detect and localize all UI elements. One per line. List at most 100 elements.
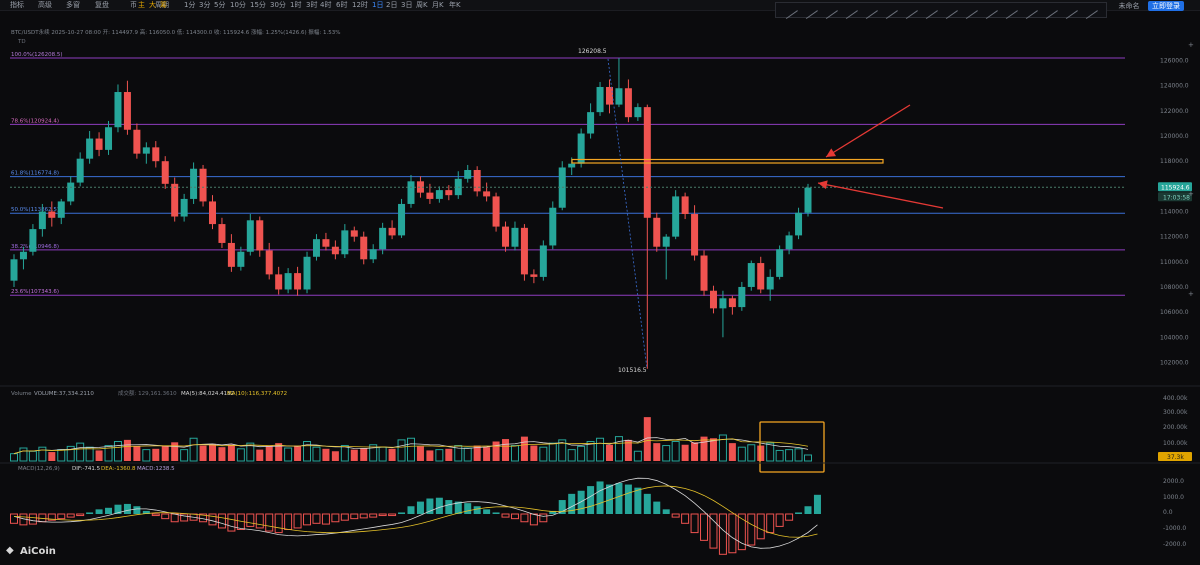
macd-bar xyxy=(756,513,765,540)
volume-bar xyxy=(454,445,463,462)
drawing-toolbar xyxy=(775,1,1107,20)
volume-bar xyxy=(294,445,302,461)
toolbar-item[interactable]: 1日 xyxy=(372,1,384,9)
candle-body xyxy=(86,138,94,159)
toolbar-item[interactable]: 指标 xyxy=(10,1,24,9)
indicator-tab[interactable]: 主 xyxy=(138,1,145,9)
macd-bar xyxy=(577,490,585,514)
macd-bar xyxy=(775,513,784,527)
arrow-line xyxy=(825,104,911,158)
toolbar-item[interactable]: 周期 xyxy=(155,1,169,9)
macd-bar xyxy=(483,509,491,514)
volume-bar xyxy=(662,445,671,462)
volume-bar xyxy=(407,437,415,462)
macd-bar xyxy=(539,513,548,523)
candle-body xyxy=(549,207,557,246)
toolbar-item[interactable]: 月K xyxy=(432,1,444,9)
macd-bar xyxy=(510,513,519,520)
volume-bar xyxy=(378,446,387,462)
volume-bar xyxy=(643,417,651,461)
toolbar-item[interactable]: 3时 xyxy=(306,1,318,9)
volume-bar xyxy=(804,454,812,462)
candle-body xyxy=(653,217,661,247)
toolbar-item[interactable]: 币 xyxy=(130,1,137,9)
toolbar-item[interactable]: 复盘 xyxy=(95,1,109,9)
toolbar-item[interactable]: 30分 xyxy=(270,1,286,9)
candle-body xyxy=(95,138,103,150)
toolbar-item[interactable]: 1分 xyxy=(184,1,196,9)
macd-value: MACD:1238.5 xyxy=(137,466,175,472)
volume-amount: 成交额: 129,161.3610 xyxy=(118,389,177,397)
candle-body xyxy=(294,273,302,290)
toolbar-item[interactable]: 高级 xyxy=(38,1,52,9)
volume-bar xyxy=(66,445,75,462)
toolbar-item[interactable]: 3分 xyxy=(199,1,211,9)
macd-bar xyxy=(47,513,56,521)
volume-bar xyxy=(284,447,293,462)
candle-body xyxy=(606,86,613,105)
account-area: 未命名 立即登录 xyxy=(1118,1,1184,11)
volume-bar xyxy=(161,445,169,461)
toolbar-item[interactable]: 1时 xyxy=(290,1,302,9)
volume-bar xyxy=(718,434,727,462)
toolbar-item[interactable]: 3日 xyxy=(401,1,413,9)
volume-bar xyxy=(747,444,756,462)
toolbar-item[interactable]: 4时 xyxy=(320,1,332,9)
plus-icon: + xyxy=(1188,190,1194,198)
toolbar-item[interactable]: 多窗 xyxy=(66,1,80,9)
volume-bar xyxy=(653,443,661,461)
indicator-tab[interactable]: 大 xyxy=(149,1,156,9)
aicoin-watermark: AiCoin xyxy=(20,546,56,557)
macd-bar xyxy=(265,513,274,532)
price-axis-label: 122000.0 xyxy=(1160,108,1189,115)
candle-body xyxy=(426,192,434,199)
macd-bar xyxy=(473,506,481,514)
volume-bar xyxy=(483,447,491,461)
macd-bar xyxy=(435,497,443,514)
account-name[interactable]: 未命名 xyxy=(1118,2,1140,10)
volume-axis-label: 400.00k xyxy=(1163,395,1188,402)
macd-bar xyxy=(340,513,349,521)
macd-bar xyxy=(766,513,775,534)
candle-body xyxy=(322,239,330,247)
macd-bar xyxy=(407,506,415,514)
macd-axis-label: 0.0 xyxy=(1163,509,1173,516)
volume-bar xyxy=(123,439,131,461)
macd-bar xyxy=(95,509,103,514)
toolbar-item[interactable]: 12时 xyxy=(352,1,368,9)
volume-bar xyxy=(199,445,207,461)
macd-bar xyxy=(86,512,94,514)
candle-body xyxy=(520,227,528,275)
volume-bar xyxy=(369,444,378,462)
toolbar-item[interactable]: 年K xyxy=(449,1,461,9)
toolbar-item[interactable]: 15分 xyxy=(250,1,266,9)
price-axis: 126000.0 124000.0 122000.0 120000.0 118000.0… xyxy=(1158,41,1194,366)
toolbar-item[interactable]: 6时 xyxy=(336,1,348,9)
login-button[interactable]: 立即登录 xyxy=(1148,1,1184,11)
macd-bar xyxy=(227,513,236,532)
macd-bar xyxy=(813,494,821,514)
candles xyxy=(10,58,812,369)
toolbar-item[interactable]: 2日 xyxy=(386,1,398,9)
toolbar-item[interactable]: 周K xyxy=(416,1,428,9)
candle-body xyxy=(596,86,604,113)
macd-bar xyxy=(662,509,670,514)
candle-body xyxy=(152,147,160,162)
indicator-tab[interactable]: 筹 xyxy=(160,1,167,9)
toolbar-item[interactable]: 5分 xyxy=(214,1,226,9)
candle-body xyxy=(445,190,453,196)
volume-bar xyxy=(567,449,576,462)
volume-bar xyxy=(142,449,151,462)
volume-ma10: MA(10):116,377.4072 xyxy=(227,391,287,397)
toolbar-item[interactable]: 10分 xyxy=(230,1,246,9)
candle-body xyxy=(275,274,283,290)
macd-dea-line xyxy=(13,485,818,538)
macd-bar xyxy=(208,513,217,526)
candle-body xyxy=(747,263,755,287)
macd-axis-label: 1000.0 xyxy=(1163,494,1184,501)
fib-label: 100.0%(126208.5) xyxy=(11,52,63,58)
macd-bar xyxy=(350,513,359,520)
price-axis-label: 110000.0 xyxy=(1160,259,1189,266)
macd-bar xyxy=(378,513,387,517)
